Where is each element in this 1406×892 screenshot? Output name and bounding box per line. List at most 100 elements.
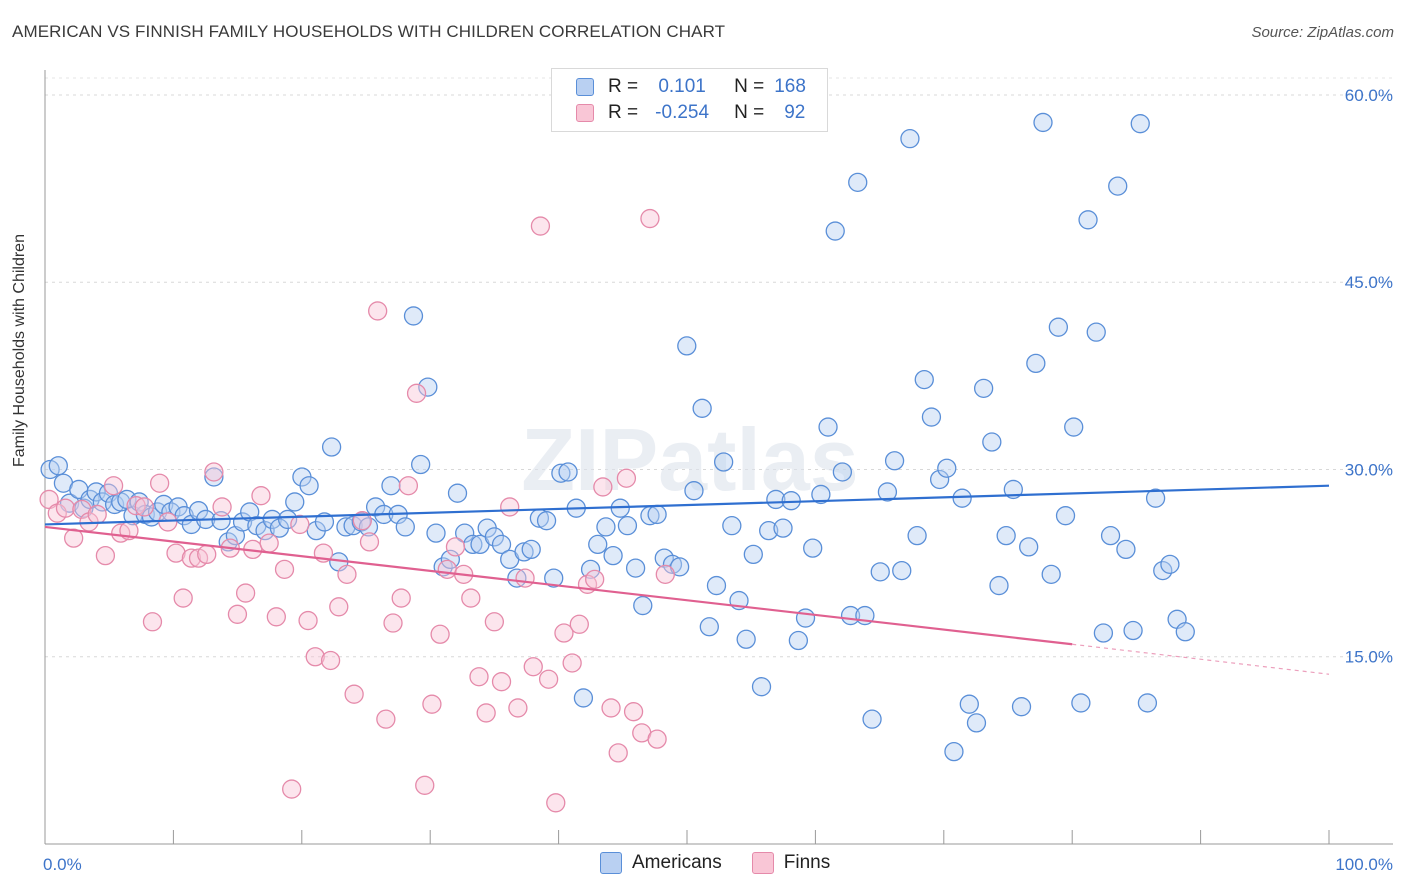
- data-point: [329, 597, 349, 617]
- data-point: [759, 521, 779, 541]
- data-point: [352, 511, 372, 531]
- data-point: [491, 534, 512, 555]
- data-point: [692, 398, 712, 418]
- data-point: [437, 559, 457, 580]
- data-point: [445, 537, 466, 557]
- data-point: [803, 538, 823, 558]
- data-point: [832, 462, 853, 482]
- data-point: [290, 514, 310, 535]
- x-tick-label: 0.0%: [43, 855, 82, 874]
- data-point: [48, 456, 68, 476]
- y-tick-label: 45.0%: [1345, 273, 1393, 292]
- data-point: [617, 516, 638, 536]
- data-point: [344, 684, 364, 704]
- data-point: [212, 497, 232, 517]
- americans-points: [40, 112, 1195, 762]
- data-point: [546, 793, 566, 813]
- y-tick-label: 15.0%: [1345, 648, 1393, 667]
- y-tick-label: 60.0%: [1345, 86, 1393, 105]
- data-point: [1175, 622, 1195, 642]
- data-point: [848, 172, 868, 193]
- n-value: 168: [774, 76, 806, 97]
- data-point: [251, 486, 271, 506]
- data-point: [751, 677, 772, 697]
- data-point: [211, 511, 231, 531]
- data-point: [305, 647, 325, 667]
- data-point: [530, 216, 551, 236]
- data-point: [134, 497, 154, 517]
- data-point: [870, 562, 890, 582]
- correlation-legend: R = 0.101 N = 168 R = -0.254 N = 92: [551, 68, 828, 132]
- data-point: [596, 517, 616, 537]
- americans-trend-line: [44, 484, 1330, 526]
- data-point: [892, 560, 912, 581]
- data-point: [544, 568, 564, 588]
- data-point: [989, 575, 1009, 596]
- data-point: [337, 564, 357, 584]
- data-point: [608, 743, 628, 763]
- data-point: [383, 613, 403, 633]
- data-point: [484, 612, 505, 632]
- data-point: [426, 523, 446, 543]
- data-point: [476, 703, 496, 723]
- data-point: [580, 559, 601, 580]
- data-point: [299, 476, 319, 496]
- data-point: [811, 484, 831, 505]
- data-point: [87, 504, 107, 525]
- data-point: [818, 417, 838, 437]
- data-point: [514, 542, 534, 562]
- data-point: [142, 612, 163, 632]
- data-point: [585, 569, 605, 589]
- legend-label-finns: Finns: [783, 852, 831, 873]
- data-point: [359, 532, 380, 552]
- data-point: [376, 709, 396, 729]
- data-point: [1011, 697, 1032, 717]
- data-point: [966, 713, 987, 733]
- data-point: [204, 467, 224, 487]
- data-point: [395, 517, 415, 537]
- data-point: [952, 488, 972, 508]
- data-point: [1055, 506, 1076, 526]
- data-point: [593, 477, 613, 497]
- data-point: [415, 775, 435, 795]
- data-point: [149, 473, 170, 493]
- data-point: [569, 614, 589, 634]
- data-point: [1145, 488, 1166, 508]
- legend-item-finns: Finns: [751, 852, 831, 874]
- data-point: [1116, 539, 1136, 560]
- data-point: [55, 498, 76, 518]
- data-point: [411, 454, 431, 475]
- r-label: R =: [608, 76, 639, 97]
- data-point: [573, 688, 594, 708]
- data-point: [677, 336, 697, 356]
- watermark-text: ZIPatlas: [521, 410, 858, 509]
- data-point: [929, 469, 950, 490]
- data-point: [500, 497, 520, 517]
- data-point: [662, 554, 683, 575]
- trend-lines: [44, 484, 1330, 675]
- data-point: [788, 630, 809, 651]
- n-value: 92: [784, 102, 806, 123]
- data-point: [959, 694, 979, 714]
- americans-swatch: [600, 852, 622, 874]
- data-point: [706, 575, 727, 596]
- data-point: [699, 617, 719, 637]
- x-tick-label: 100.0%: [1335, 855, 1393, 874]
- data-point: [601, 698, 621, 718]
- data-point: [277, 509, 298, 530]
- data-point: [491, 672, 512, 692]
- data-point: [944, 741, 964, 762]
- chart-title: AMERICAN VS FINNISH FAMILY HOUSEHOLDS WI…: [12, 22, 726, 41]
- data-point: [640, 208, 660, 229]
- data-point: [469, 667, 489, 687]
- data-point: [795, 608, 816, 628]
- data-point: [418, 377, 438, 397]
- data-point: [365, 497, 386, 517]
- data-point: [736, 629, 756, 649]
- data-point: [173, 588, 193, 608]
- data-point: [538, 669, 559, 689]
- data-point: [1078, 210, 1098, 230]
- data-point: [1086, 322, 1106, 342]
- r-value: 0.101: [658, 76, 706, 97]
